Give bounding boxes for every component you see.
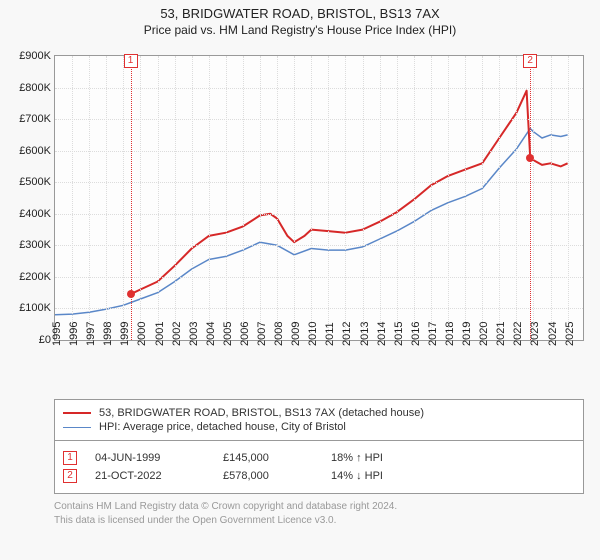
x-axis-label: 2015 xyxy=(393,322,405,346)
legend-row: HPI: Average price, detached house, City… xyxy=(63,421,575,433)
chart-lines xyxy=(55,56,583,340)
y-axis-label: £700K xyxy=(19,113,51,125)
x-axis-label: 1997 xyxy=(85,322,97,346)
x-axis-label: 2012 xyxy=(341,322,353,346)
legend: 53, BRIDGWATER ROAD, BRISTOL, BS13 7AX (… xyxy=(54,399,584,441)
sale-dot xyxy=(526,154,534,162)
x-axis-label: 2014 xyxy=(376,322,388,346)
sale-dot xyxy=(127,290,135,298)
x-axis-label: 2007 xyxy=(256,322,268,346)
x-axis-label: 2003 xyxy=(188,322,200,346)
sale-row: 2 21-OCT-2022 £578,000 14% ↓ HPI xyxy=(63,469,575,483)
x-axis-label: 2005 xyxy=(222,322,234,346)
x-axis-label: 2023 xyxy=(529,322,541,346)
y-axis-label: £800K xyxy=(19,82,51,94)
x-axis-label: 2006 xyxy=(239,322,251,346)
legend-swatch-property xyxy=(63,412,91,414)
x-axis-label: 2019 xyxy=(461,322,473,346)
x-axis-label: 1996 xyxy=(68,322,80,346)
x-axis-label: 2000 xyxy=(136,322,148,346)
y-axis-label: £300K xyxy=(19,239,51,251)
page-subtitle: Price paid vs. HM Land Registry's House … xyxy=(8,23,592,37)
chart: £0 £100K £200K £300K £400K £500K £600K £700K £80… xyxy=(8,49,592,393)
sale-delta: 18% ↑ HPI xyxy=(331,452,383,464)
sale-marker-box: 1 xyxy=(124,54,138,68)
x-axis-label: 2021 xyxy=(495,322,507,346)
legend-label-hpi: HPI: Average price, detached house, City… xyxy=(99,421,346,433)
legend-swatch-hpi xyxy=(63,427,91,428)
x-axis-label: 2020 xyxy=(478,322,490,346)
footer-line: Contains HM Land Registry data © Crown c… xyxy=(54,500,592,514)
y-axis-label: £600K xyxy=(19,145,51,157)
y-axis-label: £400K xyxy=(19,208,51,220)
x-axis-label: 1998 xyxy=(102,322,114,346)
sale-price: £145,000 xyxy=(223,452,313,464)
x-axis-label: 2022 xyxy=(512,322,524,346)
sale-price: £578,000 xyxy=(223,470,313,482)
sales-table: 1 04-JUN-1999 £145,000 18% ↑ HPI 2 21-OC… xyxy=(54,441,584,494)
footer: Contains HM Land Registry data © Crown c… xyxy=(54,500,592,527)
x-axis-label: 2017 xyxy=(427,322,439,346)
x-axis-label: 2008 xyxy=(273,322,285,346)
x-axis-label: 2011 xyxy=(324,322,336,346)
x-axis-label: 2024 xyxy=(547,322,559,346)
sale-delta: 14% ↓ HPI xyxy=(331,470,383,482)
sale-marker-box: 1 xyxy=(63,451,77,465)
x-axis-label: 2025 xyxy=(564,322,576,346)
x-axis-label: 2009 xyxy=(290,322,302,346)
x-axis-label: 1995 xyxy=(51,322,63,346)
page-title: 53, BRIDGWATER ROAD, BRISTOL, BS13 7AX xyxy=(8,6,592,21)
footer-line: This data is licensed under the Open Gov… xyxy=(54,514,592,528)
legend-label-property: 53, BRIDGWATER ROAD, BRISTOL, BS13 7AX (… xyxy=(99,407,424,419)
sale-vline xyxy=(530,56,531,340)
x-axis-label: 2016 xyxy=(410,322,422,346)
y-axis-label: £200K xyxy=(19,271,51,283)
y-axis-label: £100K xyxy=(19,302,51,314)
sale-marker-box: 2 xyxy=(523,54,537,68)
x-axis-label: 2001 xyxy=(154,322,166,346)
sale-row: 1 04-JUN-1999 £145,000 18% ↑ HPI xyxy=(63,451,575,465)
y-axis-label: £0 xyxy=(39,334,51,346)
x-axis-label: 2010 xyxy=(307,322,319,346)
sale-date: 04-JUN-1999 xyxy=(95,452,205,464)
sale-marker-box: 2 xyxy=(63,469,77,483)
x-axis-label: 2013 xyxy=(359,322,371,346)
y-axis-label: £900K xyxy=(19,50,51,62)
x-axis-label: 2004 xyxy=(205,322,217,346)
plot-area: £0£100K£200K£300K£400K£500K£600K£700K£80… xyxy=(54,55,584,341)
legend-row: 53, BRIDGWATER ROAD, BRISTOL, BS13 7AX (… xyxy=(63,407,575,419)
sale-date: 21-OCT-2022 xyxy=(95,470,205,482)
x-axis-label: 2018 xyxy=(444,322,456,346)
x-axis-label: 2002 xyxy=(171,322,183,346)
y-axis-label: £500K xyxy=(19,176,51,188)
